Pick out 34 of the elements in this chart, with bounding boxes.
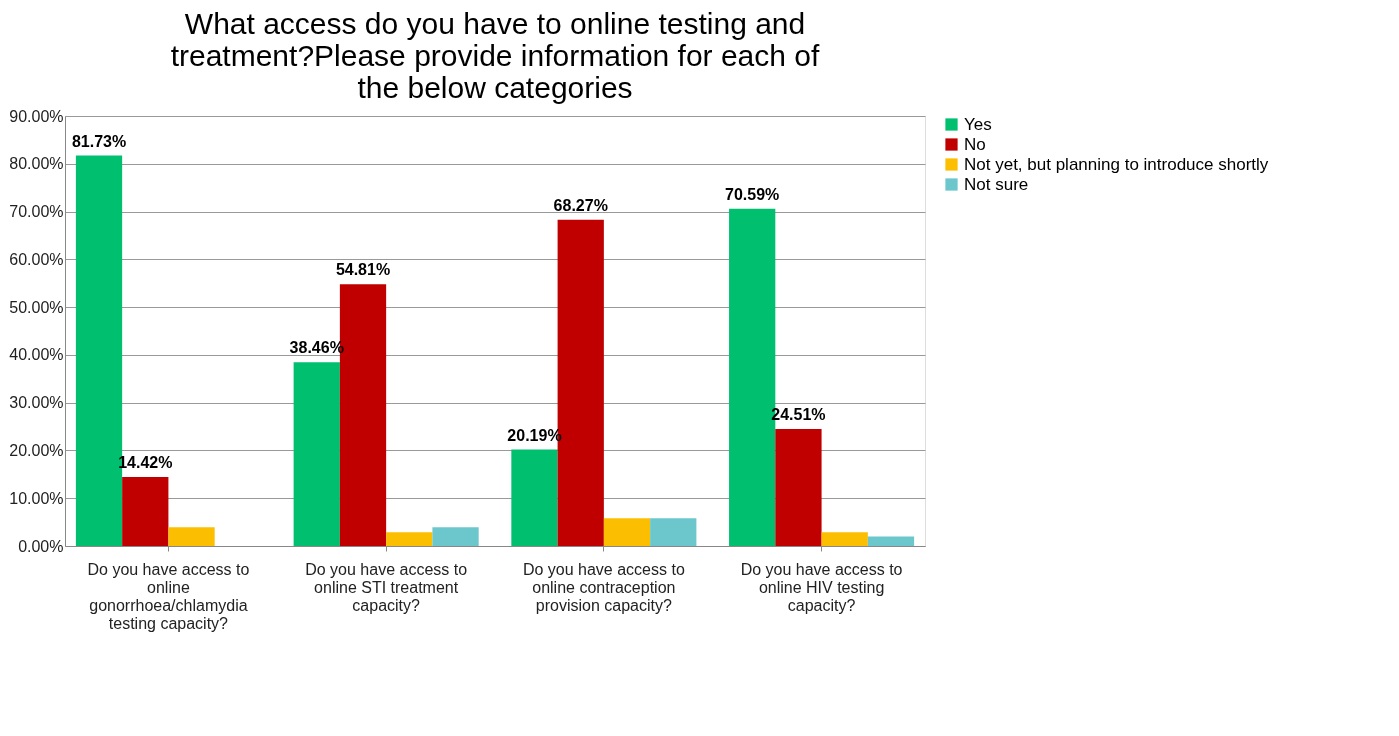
bar bbox=[386, 532, 433, 546]
data-label: 81.73% bbox=[71, 132, 127, 150]
y-tick-label: 30.00% bbox=[9, 394, 64, 412]
bar bbox=[650, 518, 697, 546]
bar bbox=[603, 518, 651, 546]
x-tick-label: Do you have access to online STI treatment capacity? bbox=[305, 560, 468, 614]
bar bbox=[168, 527, 215, 546]
legend-label: No bbox=[964, 134, 986, 154]
y-tick-label: 80.00% bbox=[9, 155, 64, 173]
x-tick-label: Do you have access to online gonorrhoea/chlamydia testing capacity? bbox=[87, 560, 250, 632]
data-label: 54.81% bbox=[335, 261, 391, 279]
data-label: 70.59% bbox=[725, 185, 780, 203]
bar bbox=[511, 449, 558, 546]
y-tick-label: 60.00% bbox=[9, 250, 64, 268]
legend-label: Not sure bbox=[964, 174, 1029, 194]
y-tick-label: 0.00% bbox=[18, 537, 64, 555]
y-tick-label: 40.00% bbox=[9, 346, 64, 364]
bar bbox=[293, 362, 340, 546]
y-tick-label: 10.00% bbox=[9, 489, 64, 507]
bar bbox=[775, 428, 822, 546]
y-tick-label: 50.00% bbox=[9, 298, 64, 316]
bar bbox=[432, 527, 479, 546]
bar bbox=[821, 532, 868, 546]
x-tick-label: Do you have access to online HIV testing capacity? bbox=[740, 560, 903, 614]
bar bbox=[122, 477, 169, 546]
y-tick-label: 20.00% bbox=[9, 441, 64, 459]
x-tick-label: Do you have access to online contraception provision capacity? bbox=[522, 560, 685, 614]
y-tick-label: 90.00% bbox=[9, 107, 64, 125]
legend-label: Not yet, but planning to introduce shortly bbox=[964, 154, 1269, 174]
bar bbox=[867, 536, 915, 546]
y-tick-label: 70.00% bbox=[9, 203, 64, 221]
legend-label: Yes bbox=[964, 114, 992, 134]
chart-title: What access do you have to online testing and treatment?Please provide information for each of the below categories bbox=[170, 7, 820, 104]
data-label: 68.27% bbox=[553, 196, 608, 214]
